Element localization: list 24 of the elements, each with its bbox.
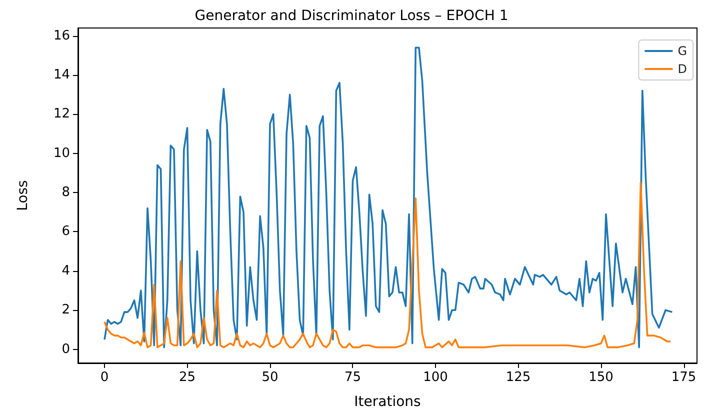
- y-tick-label: 16: [53, 28, 70, 44]
- x-axis-title: Iterations: [354, 394, 421, 410]
- y-tick-label: 12: [53, 106, 70, 122]
- x-tick-label: 100: [423, 370, 448, 385]
- y-tick-label: 14: [53, 68, 70, 83]
- y-tick-label: 10: [53, 146, 70, 161]
- chart-title: Generator and Discriminator Loss – EPOCH 1: [194, 8, 508, 24]
- legend-label: D: [678, 62, 687, 76]
- y-tick-label: 8: [62, 185, 70, 200]
- x-tick-label: 75: [344, 370, 362, 385]
- y-tick-label: 4: [62, 263, 70, 278]
- y-axis-title: Loss: [15, 180, 31, 211]
- x-tick-label: 175: [671, 370, 696, 385]
- x-tick-label: 50: [262, 370, 278, 385]
- x-tick-label: 0: [100, 370, 109, 385]
- legend-label: G: [678, 44, 688, 58]
- line-series: [104, 46, 674, 348]
- line-series: [104, 182, 672, 348]
- y-tick-label: 2: [62, 302, 70, 318]
- y-tick-label: 0: [62, 342, 70, 357]
- x-tick-label: 25: [178, 370, 196, 385]
- x-tick-label: 150: [588, 370, 614, 385]
- x-tick-label: 125: [506, 370, 531, 385]
- y-tick-label: 6: [62, 224, 70, 240]
